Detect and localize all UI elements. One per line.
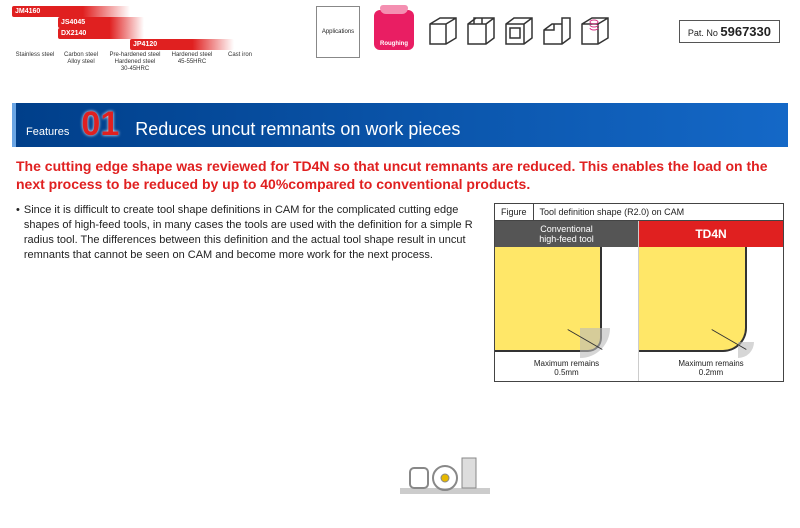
figure-caption: Maximum remains0.2mm xyxy=(639,359,783,377)
figure-col-heading: Conventionalhigh-feed tool xyxy=(495,221,638,247)
shape-helical-icon xyxy=(578,16,612,46)
tool-shape xyxy=(639,247,747,352)
lead-paragraph: The cutting edge shape was reviewed for … xyxy=(16,157,784,193)
feature-title: Reduces uncut remnants on work pieces xyxy=(135,119,460,140)
workpiece-shape-icons xyxy=(426,16,612,46)
feature-number: 01 xyxy=(81,107,119,141)
bullet-text: Since it is difficult to create tool sha… xyxy=(24,203,484,382)
patent-label: Pat. No xyxy=(688,28,718,38)
roughing-label: Roughing xyxy=(380,41,408,47)
applications-label: Applications xyxy=(322,29,354,35)
figure-panel: Figure Tool definition shape (R2.0) on C… xyxy=(494,203,784,382)
figure-header-text: Tool definition shape (R2.0) on CAM xyxy=(534,204,691,220)
material-grade-chart: JM4160JS4045DX2140JP4120 Stainless steel… xyxy=(12,6,292,73)
top-row: JM4160JS4045DX2140JP4120 Stainless steel… xyxy=(0,0,800,73)
figure-tag: Figure xyxy=(495,204,534,220)
figure-caption: Maximum remains0.5mm xyxy=(495,359,638,377)
roughing-badge: Roughing xyxy=(374,10,414,50)
remnant-region xyxy=(580,328,610,358)
grade-bar: JP4120 xyxy=(130,39,234,50)
grade-bar: JS4045 xyxy=(58,17,144,28)
material-label: Pre-hardened steelHardened steel30-45HRC xyxy=(104,52,166,73)
figure-plot: Maximum remains0.5mm xyxy=(495,247,638,381)
applications-box: Applications xyxy=(316,6,360,58)
figure-header: Figure Tool definition shape (R2.0) on C… xyxy=(495,204,783,221)
figure-col-td4n: TD4N Maximum remains0.2mm xyxy=(639,221,783,381)
content-area: The cutting edge shape was reviewed for … xyxy=(0,147,800,382)
shape-pocket-icon xyxy=(502,16,536,46)
grade-bar: JM4160 xyxy=(12,6,130,17)
machine-illustration-icon xyxy=(400,438,490,498)
body-row: • Since it is difficult to create tool s… xyxy=(16,203,784,382)
shape-slot-icon xyxy=(464,16,498,46)
material-label: Cast iron xyxy=(218,52,262,73)
figure-plot: Maximum remains0.2mm xyxy=(639,247,783,381)
shape-block-icon xyxy=(426,16,460,46)
material-label: Hardened steel45-55HRC xyxy=(166,52,218,73)
grade-bar: DX2140 xyxy=(58,28,144,39)
figure-col-conventional: Conventionalhigh-feed tool Maximum remain… xyxy=(495,221,639,381)
feature-banner: Features 01 Reduces uncut remnants on wo… xyxy=(12,103,788,147)
bullet-dot: • xyxy=(16,203,20,382)
patent-number-box: Pat. No 5967330 xyxy=(679,20,780,43)
feature-tag: Features xyxy=(26,126,69,138)
shape-step-icon xyxy=(540,16,574,46)
material-label: Carbon steelAlloy steel xyxy=(58,52,104,73)
bullet-paragraph: • Since it is difficult to create tool s… xyxy=(16,203,484,382)
material-label: Stainless steel xyxy=(12,52,58,73)
figure-col-heading: TD4N xyxy=(639,221,783,247)
patent-number: 5967330 xyxy=(720,24,771,39)
